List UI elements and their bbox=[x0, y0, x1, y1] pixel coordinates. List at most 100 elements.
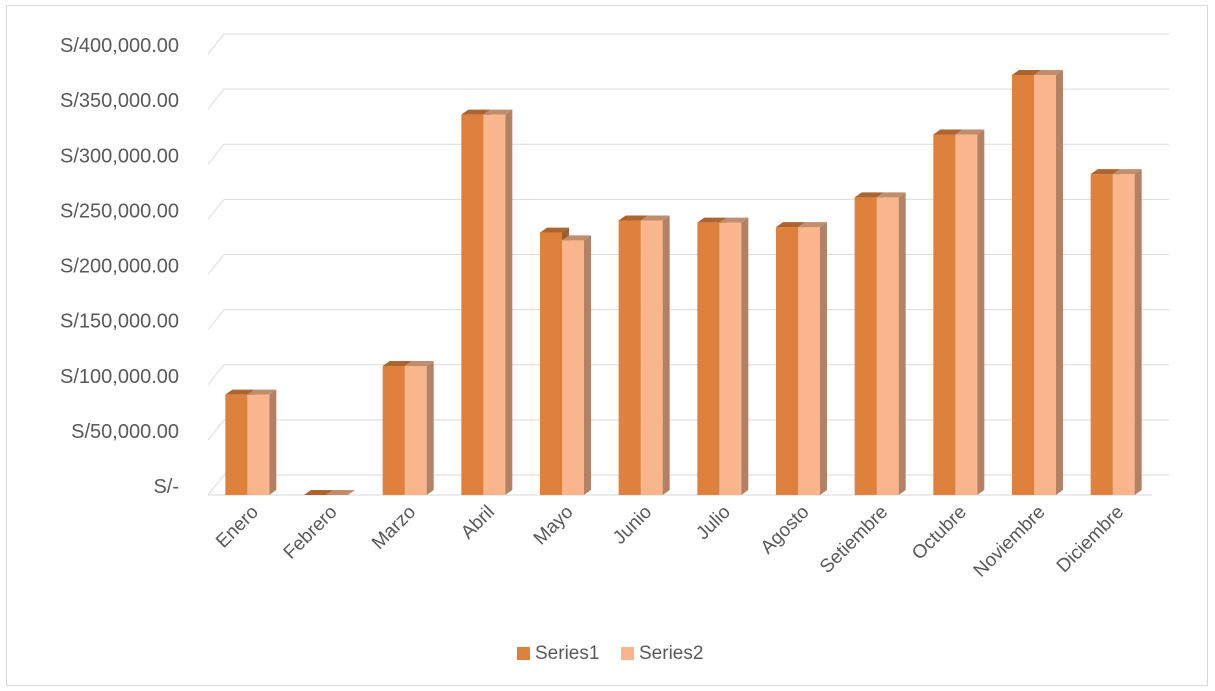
bar-front-face bbox=[483, 114, 506, 495]
x-axis-tick-labels: Enero Febrero Marzo Abril Mayo Junio Julio Agos… bbox=[212, 502, 1128, 582]
bar-top-face bbox=[225, 389, 255, 395]
bar-side-face bbox=[269, 389, 277, 495]
bar-side-face bbox=[662, 215, 670, 496]
gridline-depth bbox=[207, 199, 225, 220]
bar-side-face bbox=[1134, 169, 1142, 496]
bar-side-face bbox=[977, 129, 985, 496]
bar-front-face bbox=[933, 134, 956, 496]
bar-series2-marzo bbox=[404, 361, 434, 495]
legend-swatch bbox=[621, 647, 634, 660]
gridline-depth bbox=[207, 309, 225, 330]
bar-top-face bbox=[404, 361, 434, 367]
y-tick-label: S/- bbox=[153, 476, 179, 498]
bar-side-face bbox=[426, 361, 434, 495]
bar-front-face bbox=[562, 240, 584, 495]
legend-label: Series1 bbox=[535, 643, 599, 664]
bar-side-face bbox=[505, 109, 513, 495]
bar-front-face bbox=[640, 220, 663, 496]
bar-top-face bbox=[1090, 169, 1120, 175]
bar-front-face bbox=[247, 394, 270, 495]
y-tick-label: S/400,000.00 bbox=[60, 35, 179, 57]
bar-side-face bbox=[741, 217, 749, 495]
bar-series2-junio bbox=[640, 215, 670, 496]
bar-series2-julio bbox=[719, 217, 749, 495]
gridlines bbox=[207, 33, 1169, 496]
chart-svg: S/- S/50,000.00 S/100,000.00 S/150,000.00 S/… bbox=[60, 33, 1169, 664]
bar-front-face bbox=[382, 366, 405, 495]
bar-series2-setiembre bbox=[876, 192, 906, 495]
bar-side-face bbox=[898, 192, 906, 495]
bar-top-face bbox=[1034, 69, 1063, 75]
x-tick-label: Marzo bbox=[368, 502, 420, 554]
x-tick-label: Julio bbox=[692, 502, 734, 544]
bar-front-face bbox=[461, 114, 484, 495]
gridline-depth bbox=[207, 88, 225, 110]
bar-top-face bbox=[697, 217, 727, 223]
y-tick-label: S/150,000.00 bbox=[60, 311, 179, 333]
bar-top-face bbox=[1112, 169, 1142, 175]
bar-front-face bbox=[955, 134, 978, 496]
bar-front-face bbox=[1112, 174, 1135, 496]
bar-series1-febrero bbox=[304, 490, 333, 495]
gridline-depth bbox=[207, 254, 225, 275]
bar-top-face bbox=[304, 490, 333, 495]
bar-top-face bbox=[640, 215, 670, 221]
legend-label: Series2 bbox=[639, 643, 703, 664]
x-tick-label: Diciembre bbox=[1053, 502, 1128, 577]
bar-top-face bbox=[776, 222, 805, 228]
legend-item-series2: Series2 bbox=[621, 643, 703, 664]
gridline-depth bbox=[207, 143, 225, 165]
x-tick-label: Febrero bbox=[280, 502, 342, 564]
bar-side-face bbox=[584, 235, 591, 495]
x-tick-label: Agosto bbox=[757, 502, 814, 559]
x-tick-label: Enero bbox=[212, 502, 263, 553]
bar-top-face bbox=[933, 129, 963, 135]
legend-swatch bbox=[517, 647, 530, 660]
bar-front-face bbox=[697, 222, 720, 495]
bar-top-face bbox=[562, 235, 591, 241]
bar-series2-febrero bbox=[326, 490, 355, 495]
y-tick-label: S/350,000.00 bbox=[60, 90, 179, 112]
bar-top-face bbox=[955, 129, 985, 135]
y-tick-label: S/100,000.00 bbox=[60, 366, 179, 388]
bar-series2-mayo bbox=[562, 235, 591, 495]
bar-top-face bbox=[876, 192, 906, 198]
bar-front-face bbox=[225, 394, 248, 495]
bar-top-face bbox=[326, 490, 355, 495]
bar-series2-octubre bbox=[955, 129, 985, 496]
bar-top-face bbox=[461, 109, 491, 115]
bar-side-face bbox=[1056, 69, 1063, 495]
y-tick-label: S/250,000.00 bbox=[60, 200, 179, 222]
x-tick-label: Mayo bbox=[530, 502, 578, 550]
bar-front-face bbox=[776, 227, 798, 495]
bar-top-face bbox=[618, 215, 648, 221]
x-tick-label: Setiembre bbox=[816, 502, 892, 578]
bar-top-face bbox=[540, 227, 569, 233]
bar-top-face bbox=[719, 217, 749, 223]
x-tick-label: Junio bbox=[609, 502, 656, 549]
y-axis-tick-labels: S/- S/50,000.00 S/100,000.00 S/150,000.00 S/… bbox=[60, 35, 179, 498]
gridline-depth bbox=[207, 419, 225, 441]
bar-side-face bbox=[820, 222, 827, 495]
bar-series2-enero bbox=[247, 389, 277, 495]
bar-front-face bbox=[719, 222, 742, 495]
legend-item-series1: Series1 bbox=[517, 643, 599, 664]
bar-series2-noviembre bbox=[1034, 69, 1063, 495]
bar-front-face bbox=[876, 197, 899, 495]
bar-front-face bbox=[618, 220, 641, 496]
y-tick-label: S/200,000.00 bbox=[60, 256, 179, 278]
bar-top-face bbox=[854, 192, 884, 198]
gridline-depth bbox=[207, 33, 225, 55]
bar-front-face bbox=[404, 366, 427, 495]
bar-front-face bbox=[1090, 174, 1113, 496]
bar-top-face bbox=[483, 109, 513, 115]
x-tick-label: Abril bbox=[457, 502, 499, 544]
gridline-depth bbox=[207, 364, 225, 386]
y-tick-label: S/300,000.00 bbox=[60, 145, 179, 167]
bar-series2-abril bbox=[483, 109, 513, 495]
x-tick-label: Octubre bbox=[908, 502, 971, 565]
gridline-depth bbox=[207, 474, 225, 496]
y-tick-label: S/50,000.00 bbox=[71, 421, 179, 443]
bar-front-face bbox=[854, 197, 877, 495]
bar-top-face bbox=[382, 361, 412, 367]
